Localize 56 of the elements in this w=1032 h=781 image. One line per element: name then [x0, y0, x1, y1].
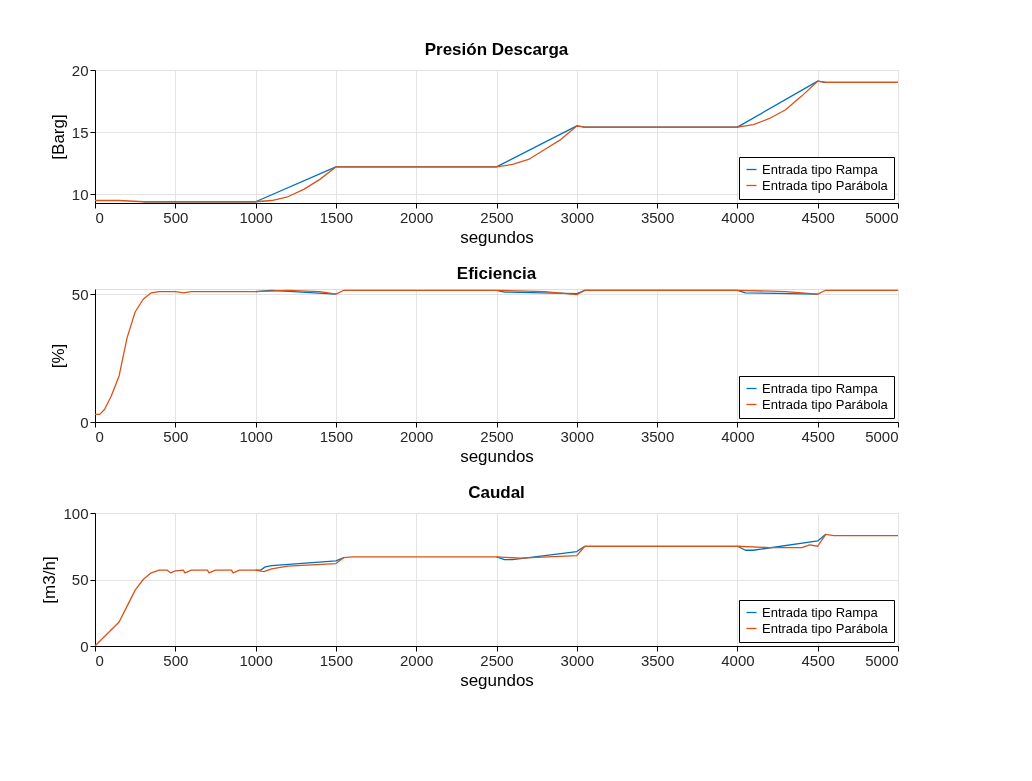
- y-axis-title: [%]: [48, 343, 68, 369]
- chart-title: Presión Descarga: [424, 40, 569, 59]
- x-tick-label: 4500: [801, 208, 835, 226]
- x-tick-label: 2500: [480, 651, 514, 669]
- x-tick-label: 1000: [239, 208, 273, 226]
- x-tick-label: 500: [163, 427, 189, 445]
- x-tick-label: 3500: [640, 427, 675, 445]
- x-tick-label: 5000: [865, 427, 899, 445]
- legend-label: Entrada tipo Rampa: [762, 604, 879, 620]
- legend-label: Entrada tipo Parábola: [762, 396, 889, 412]
- y-tick-label: 100: [63, 504, 89, 522]
- legend-label: Entrada tipo Parábola: [762, 177, 889, 193]
- legend-label: Entrada tipo Rampa: [762, 161, 879, 177]
- legend-label: Entrada tipo Parábola: [762, 620, 889, 636]
- x-tick-label: 2000: [400, 651, 434, 669]
- y-tick-label: 50: [71, 571, 89, 588]
- y-tick-label: 20: [71, 61, 89, 79]
- x-tick-label: 1000: [239, 651, 273, 669]
- chart-title: Caudal: [468, 483, 525, 502]
- y-tick-label: 50: [71, 285, 89, 303]
- x-tick-label: 1500: [319, 208, 354, 226]
- x-tick-label: 4500: [801, 651, 835, 669]
- x-tick-label: 3000: [560, 208, 594, 226]
- x-tick-label: 5000: [865, 651, 899, 669]
- x-tick-label: 500: [163, 651, 189, 669]
- x-tick-label: 4000: [721, 208, 755, 226]
- x-tick-label: 5000: [865, 208, 899, 226]
- x-tick-label: 1500: [319, 427, 354, 445]
- chart-title: Eficiencia: [456, 264, 537, 284]
- x-tick-label: 2500: [480, 427, 514, 445]
- y-tick-label: 0: [80, 637, 89, 655]
- x-tick-label: 3500: [640, 651, 675, 669]
- x-tick-label: 4000: [721, 427, 755, 445]
- x-axis-title: segundos: [460, 227, 534, 247]
- x-tick-label: 4000: [721, 651, 755, 669]
- x-tick-label: 500: [163, 208, 189, 226]
- y-tick-label: 15: [71, 123, 89, 141]
- x-tick-label: 2500: [480, 208, 514, 226]
- x-tick-label: 3000: [560, 651, 594, 669]
- x-axis-title: segundos: [460, 446, 534, 466]
- x-tick-label: 1000: [239, 427, 273, 445]
- x-tick-label: 3000: [560, 427, 594, 445]
- y-tick-label: 10: [71, 185, 89, 203]
- x-tick-label: 2000: [400, 427, 434, 445]
- x-tick-label: 3500: [640, 208, 675, 226]
- y-axis-title: [Barg]: [48, 114, 68, 160]
- x-tick-label: 0: [95, 651, 104, 669]
- legend-label: Entrada tipo Rampa: [762, 380, 879, 396]
- x-tick-label: 0: [95, 427, 104, 445]
- x-tick-label: 2000: [400, 208, 434, 226]
- x-axis-title: segundos: [460, 670, 534, 690]
- x-tick-label: 0: [95, 208, 104, 226]
- x-tick-label: 1500: [319, 651, 354, 669]
- y-axis-title: [m3/h]: [40, 556, 60, 604]
- x-tick-label: 4500: [801, 427, 835, 445]
- y-tick-label: 0: [80, 413, 89, 431]
